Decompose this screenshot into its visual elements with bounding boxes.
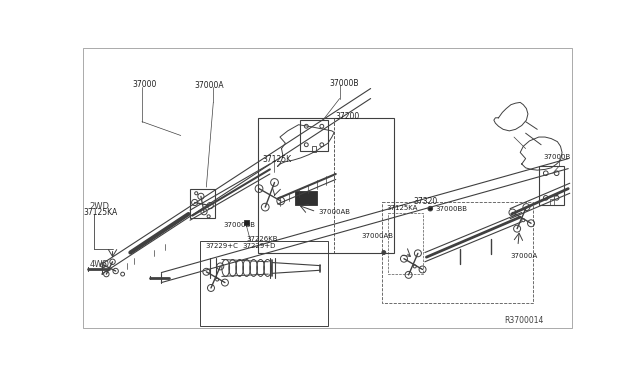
Bar [300, 120, 328, 151]
Text: 37200: 37200 [336, 112, 360, 121]
Text: 37000AB: 37000AB [318, 209, 350, 215]
Bar [259, 118, 394, 253]
Text: 37320: 37320 [413, 197, 438, 206]
Text: R3700014: R3700014 [505, 316, 544, 325]
Text: 37000BB: 37000BB [435, 206, 467, 212]
Bar [190, 189, 215, 218]
Text: 37000B: 37000B [543, 154, 571, 160]
Text: 37125KA: 37125KA [84, 208, 118, 217]
Text: 37000: 37000 [132, 80, 157, 89]
Text: 4WD: 4WD [90, 260, 109, 269]
Bar [539, 166, 564, 205]
Text: 37000A: 37000A [510, 253, 538, 259]
Text: 37000AB: 37000AB [362, 233, 394, 239]
Circle shape [556, 194, 558, 196]
Text: 37125K: 37125K [262, 155, 291, 164]
Bar [550, 199, 554, 205]
Text: 37000BB: 37000BB [223, 222, 255, 228]
Text: 37000B: 37000B [330, 78, 359, 87]
Bar [296, 191, 317, 205]
Text: 37229+D: 37229+D [243, 243, 276, 249]
Circle shape [428, 206, 433, 211]
Bar [312, 145, 316, 152]
Text: 37000A: 37000A [195, 81, 225, 90]
Circle shape [382, 251, 386, 254]
Bar [382, 202, 533, 302]
Text: 37125KA: 37125KA [386, 205, 417, 211]
Bar [244, 220, 249, 225]
Text: 37226KB: 37226KB [246, 235, 278, 241]
Bar [388, 212, 423, 274]
Bar [200, 241, 328, 326]
Text: 37229+C: 37229+C [205, 243, 239, 249]
Text: 2WD: 2WD [90, 202, 109, 211]
